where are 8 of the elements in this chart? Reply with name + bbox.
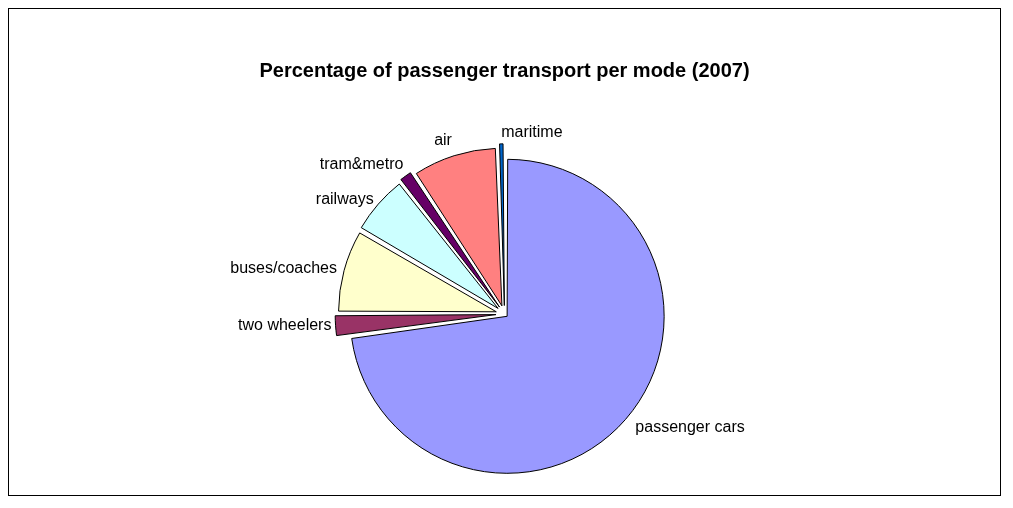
slice-label: tram&metro	[319, 155, 404, 173]
slice-label: passenger cars	[635, 418, 745, 436]
slice-label: buses/coaches	[230, 259, 338, 277]
slice-label: railways	[315, 190, 374, 208]
slice-label: two wheelers	[238, 316, 332, 334]
slice-label: air	[434, 131, 453, 149]
slice-label: maritime	[501, 122, 563, 140]
chart-title: Percentage of passenger transport per mode (2007)	[259, 58, 750, 81]
